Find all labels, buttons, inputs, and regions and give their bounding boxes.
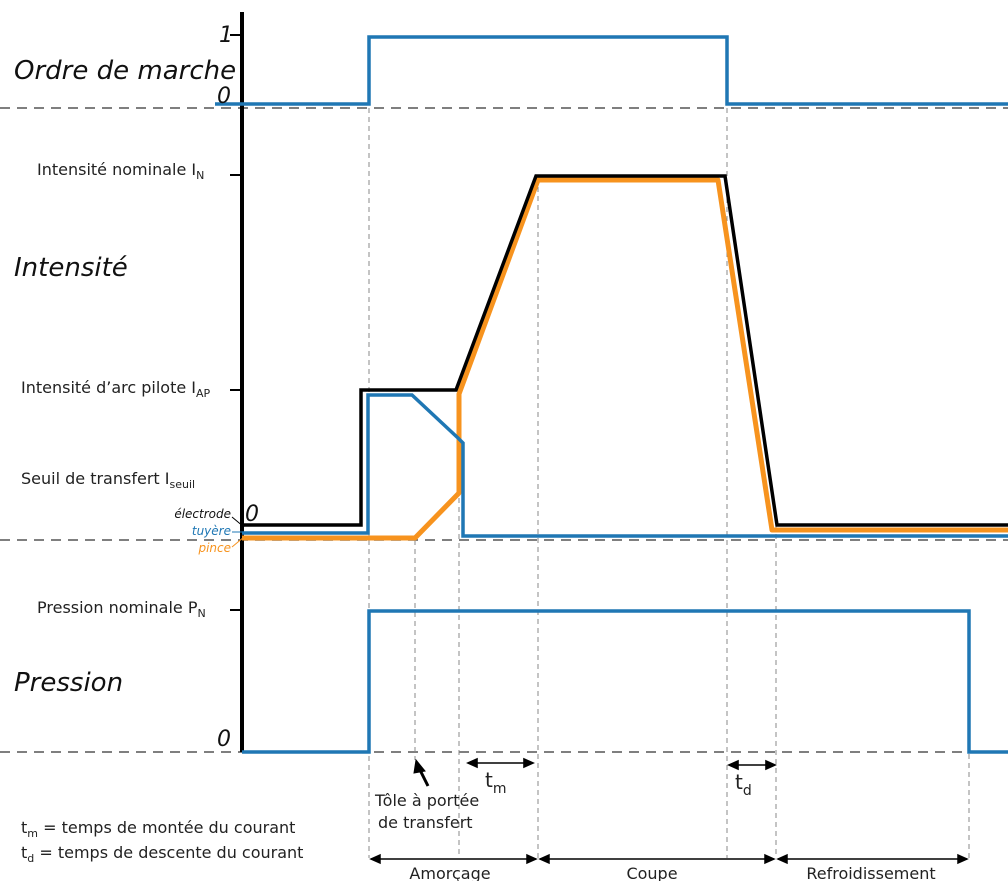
td-label: td [735, 770, 752, 799]
label-pression-nominale: Pression nominale PN [37, 598, 206, 620]
label-seuil-transfert: Seuil de transfert Iseuil [21, 469, 195, 491]
legend-electrode: électrode [174, 507, 231, 521]
intensite-title: Intensité [14, 253, 128, 283]
phase-refroidissement: Refroidissement [806, 864, 935, 881]
definition-tm: tm = temps de montée du courant [21, 818, 295, 840]
phase-amorcage: Amorçage [409, 864, 490, 881]
tole-label-line1: Tôle à portée [374, 791, 479, 810]
legend-tuyere: tuyère [192, 524, 231, 538]
electrode-signal [242, 174, 1008, 527]
label-arc-pilote: Intensité d’arc pilote IAP [21, 378, 211, 400]
tm-arrow [466, 757, 535, 769]
label-intensite-nominale: Intensité nominale IN [37, 160, 204, 182]
tick-one: 1 [219, 23, 233, 48]
ordre-title: Ordre de marche [14, 56, 236, 86]
ordre-signal [215, 35, 1008, 106]
tick-zero-pression: 0 [217, 727, 231, 752]
td-arrow [727, 759, 777, 771]
legend-pince: pince [197, 541, 231, 555]
pince-leader [231, 536, 245, 548]
tole-arrow [413, 758, 430, 787]
pression-signal [242, 609, 1008, 754]
pression-title: Pression [14, 668, 123, 698]
tm-label: tm [485, 768, 506, 797]
tick-zero-intensite: 0 [245, 502, 259, 527]
phase-coupe: Coupe [626, 864, 677, 881]
tole-label-line2: de transfert [378, 813, 473, 832]
tuyere-signal [242, 393, 1008, 538]
definition-td: td = temps de descente du courant [21, 843, 303, 865]
electrode-leader [231, 516, 245, 528]
tick-zero-ordre: 0 [217, 84, 231, 109]
phase-arrows [369, 853, 969, 865]
pince-signal [242, 177, 1008, 541]
